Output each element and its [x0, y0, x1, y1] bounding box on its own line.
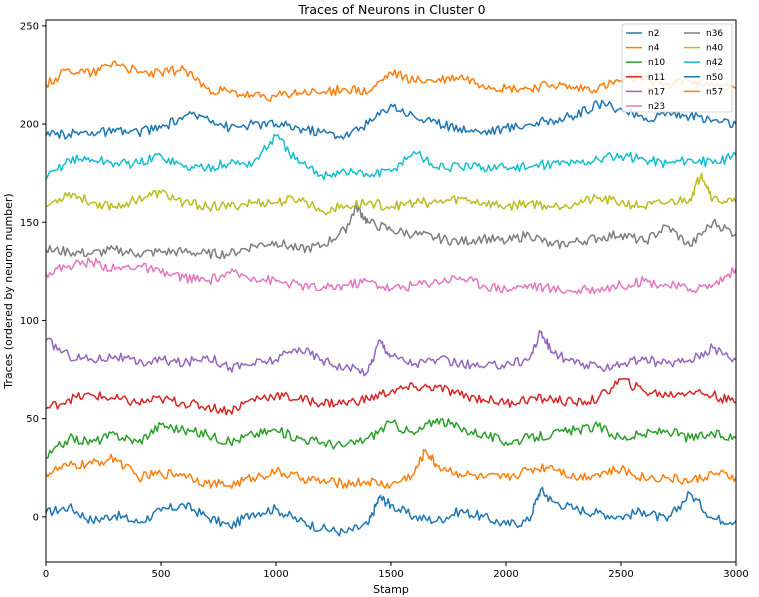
legend-label-n2: n2 — [648, 29, 659, 39]
legend-label-n11: n11 — [648, 73, 665, 83]
legend-label-n36: n36 — [706, 29, 723, 39]
series-line-n57 — [45, 60, 737, 102]
series-line-n4 — [45, 448, 737, 490]
y-tick-label: 50 — [26, 414, 39, 425]
legend-box — [621, 23, 733, 113]
x-tick-label: 3000 — [723, 569, 748, 580]
y-axis-label: Traces (ordered by neuron number) — [2, 193, 15, 389]
x-tick-label: 500 — [151, 569, 170, 580]
legend-label-n57: n57 — [706, 87, 723, 97]
x-tick-label: 1000 — [263, 569, 288, 580]
series-line-n42 — [45, 133, 737, 181]
x-tick-label: 1500 — [378, 569, 403, 580]
y-tick-label: 200 — [20, 120, 39, 131]
legend-label-n23: n23 — [648, 102, 665, 112]
legend-label-n40: n40 — [706, 44, 723, 54]
series-line-n11 — [45, 377, 737, 416]
y-axis: 0 50 100 150 200 250 — [20, 21, 46, 523]
series-line-n10 — [46, 417, 737, 459]
x-axis: 0 500 1000 1500 2000 2500 3000 — [43, 562, 749, 580]
legend: n2 n4 n10 n11 n17 n23 n36 n40 n42 n50 n57 — [621, 23, 733, 113]
series-line-n2 — [45, 486, 737, 537]
legend-label-n4: n4 — [648, 44, 660, 54]
legend-label-n17: n17 — [648, 87, 665, 97]
y-tick-label: 0 — [33, 512, 39, 523]
x-tick-label: 2000 — [493, 569, 518, 580]
y-tick-label: 100 — [20, 316, 39, 327]
plot-lines — [45, 60, 737, 537]
y-tick-label: 250 — [20, 21, 39, 32]
series-line-n23 — [45, 257, 737, 295]
x-tick-label: 0 — [43, 569, 49, 580]
y-tick-label: 150 — [20, 218, 39, 229]
series-line-n40 — [45, 172, 737, 216]
chart-title: Traces of Neurons in Cluster 0 — [297, 2, 485, 17]
legend-label-n50: n50 — [706, 73, 723, 83]
legend-label-n10: n10 — [648, 58, 665, 68]
series-line-n36 — [45, 203, 737, 260]
x-tick-label: 2500 — [608, 569, 633, 580]
legend-label-n42: n42 — [706, 58, 723, 68]
series-line-n17 — [45, 329, 737, 377]
series-line-n50 — [45, 99, 737, 140]
x-axis-label: Stamp — [373, 583, 409, 596]
